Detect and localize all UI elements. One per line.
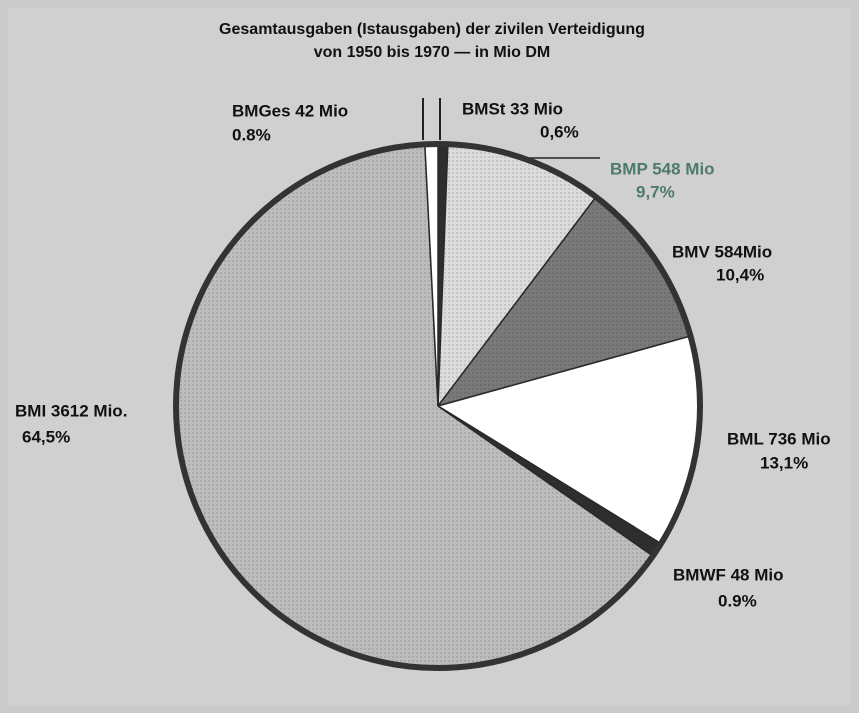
value-label: 13,1% (760, 453, 808, 472)
value-label: 0.9% (718, 591, 757, 610)
slice-label: BMSt 33 Mio (462, 99, 563, 118)
slice-label: BMI 3612 Mio. (15, 401, 127, 420)
value-label: 10,4% (716, 265, 764, 284)
slice-label: BML 736 Mio (727, 429, 831, 448)
slice-label: BMP 548 Mio (610, 159, 715, 178)
value-label: 0,6% (540, 122, 579, 141)
slice-label: BMV 584Mio (672, 242, 772, 261)
value-label: 9,7% (636, 182, 675, 201)
pie-outline (173, 141, 703, 671)
slice-texture (438, 144, 596, 406)
slice-texture (438, 196, 691, 406)
slice-texture (175, 144, 653, 668)
chart-subtitle: von 1950 bis 1970 — in Mio DM (314, 44, 551, 61)
value-label: 64,5% (22, 427, 70, 446)
slice-label: BMGes 42 Mio (232, 101, 348, 120)
slice-label: BMWF 48 Mio (673, 565, 784, 584)
chart-title: Gesamtausgaben (Istausgaben) der zivilen… (219, 21, 645, 38)
value-label: 0.8% (232, 125, 271, 144)
